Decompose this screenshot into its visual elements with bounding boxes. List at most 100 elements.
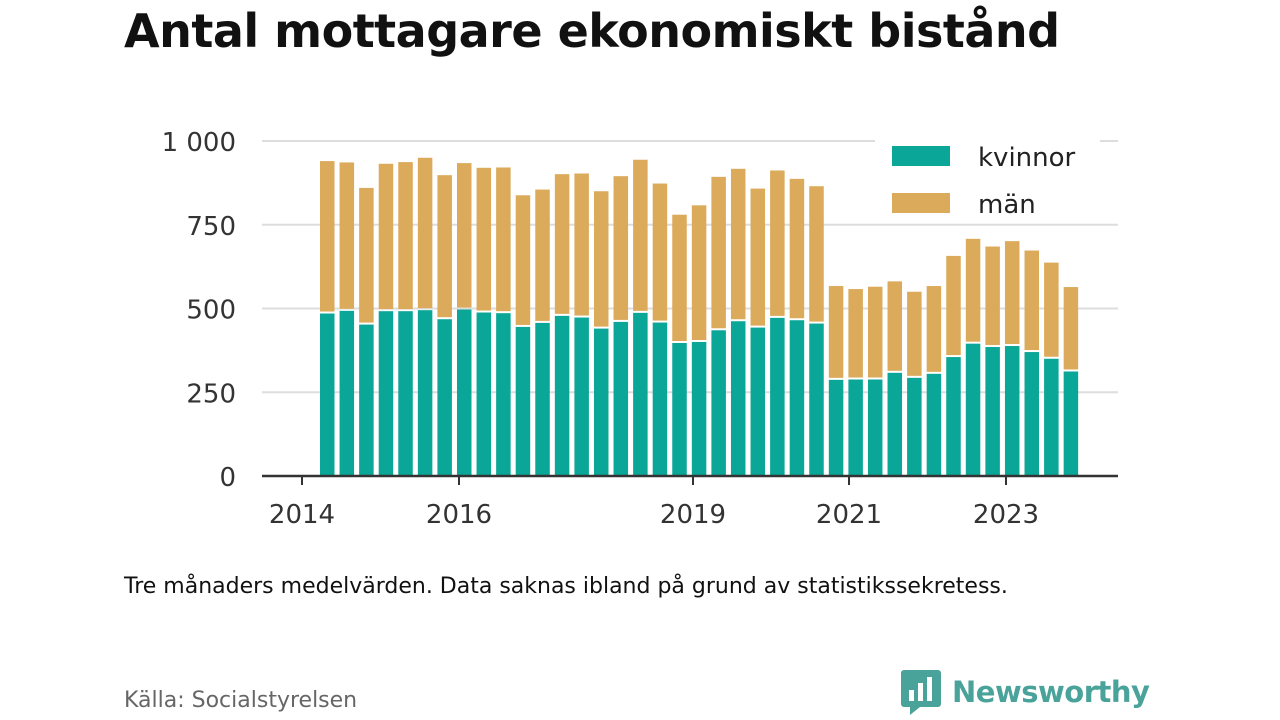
bar-man bbox=[965, 238, 981, 342]
bar-man bbox=[613, 176, 629, 320]
bar-kvinnor bbox=[828, 379, 844, 476]
stacked-bar-chart: 0 250 500 750 1 000 2014 2016 2019 2021 2023 kvi… bbox=[162, 128, 1118, 530]
bar-kvinnor bbox=[417, 310, 433, 476]
bar-kvinnor bbox=[750, 327, 766, 476]
bar-man bbox=[711, 176, 726, 329]
bar-man bbox=[946, 255, 961, 356]
bar-man bbox=[378, 163, 394, 310]
bar-kvinnor bbox=[965, 343, 981, 476]
bar-kvinnor bbox=[613, 321, 629, 476]
bar-kvinnor bbox=[496, 313, 511, 476]
bar-man bbox=[1024, 250, 1040, 351]
bar-kvinnor bbox=[1024, 352, 1040, 476]
bar-man bbox=[789, 178, 805, 319]
legend-label-kvinnor: kvinnor bbox=[978, 143, 1076, 173]
y-tick-label: 0 bbox=[219, 463, 236, 493]
bar-kvinnor bbox=[711, 330, 726, 476]
chart-title: Antal mottagare ekonomiskt bistånd bbox=[124, 4, 1060, 58]
bar-man bbox=[652, 183, 668, 321]
bar-man bbox=[809, 186, 824, 322]
bar-man bbox=[574, 173, 589, 316]
bar-man bbox=[730, 168, 746, 320]
bar-man bbox=[437, 175, 452, 318]
bar-man bbox=[867, 286, 883, 378]
bar-man bbox=[848, 289, 863, 378]
bar-man bbox=[476, 167, 492, 311]
y-tick-label: 250 bbox=[186, 379, 236, 409]
bar-kvinnor bbox=[926, 373, 942, 476]
bar-man bbox=[320, 161, 335, 312]
bar-man bbox=[1004, 241, 1020, 345]
bar-man bbox=[907, 291, 922, 376]
y-tick-label: 500 bbox=[186, 296, 236, 326]
bar-kvinnor bbox=[691, 342, 707, 476]
y-tick-label: 750 bbox=[186, 212, 236, 242]
bar-man bbox=[515, 195, 531, 325]
x-tick-label: 2021 bbox=[816, 500, 882, 530]
bar-kvinnor bbox=[574, 317, 589, 476]
bar-kvinnor bbox=[985, 347, 1000, 476]
legend-label-man: män bbox=[978, 190, 1036, 220]
bar-man bbox=[1063, 287, 1079, 370]
bar-man bbox=[926, 286, 942, 372]
x-axis: 2014 2016 2019 2021 2023 bbox=[262, 474, 1118, 530]
bar-kvinnor bbox=[1004, 346, 1020, 476]
y-axis-tick-labels: 0 250 500 750 1 000 bbox=[162, 128, 236, 493]
legend: kvinnor män bbox=[875, 128, 1100, 220]
bar-kvinnor bbox=[907, 377, 922, 476]
bar-kvinnor bbox=[730, 321, 746, 476]
bar-man bbox=[359, 187, 374, 323]
bar-kvinnor bbox=[809, 323, 824, 476]
logo-text: Newsworthy bbox=[952, 675, 1150, 709]
bar-man bbox=[672, 214, 687, 342]
bar-kvinnor bbox=[652, 322, 668, 476]
bar-man bbox=[750, 188, 766, 326]
bar-kvinnor bbox=[789, 320, 805, 476]
newsworthy-chart-icon bbox=[901, 670, 941, 715]
x-tick-label: 2014 bbox=[269, 500, 335, 530]
bar-kvinnor bbox=[320, 313, 335, 476]
x-tick-label: 2023 bbox=[973, 500, 1039, 530]
x-tick-label: 2019 bbox=[660, 500, 726, 530]
legend-swatch-kvinnor bbox=[892, 146, 950, 166]
bar-kvinnor bbox=[1044, 358, 1059, 476]
chart-note: Tre månaders medelvärden. Data saknas ib… bbox=[124, 574, 1008, 599]
bar-man bbox=[828, 286, 844, 378]
bar-man bbox=[417, 157, 433, 309]
bar-man bbox=[456, 163, 472, 308]
bar-man bbox=[398, 162, 413, 310]
bar-man bbox=[496, 167, 511, 312]
bar-kvinnor bbox=[339, 310, 355, 476]
bar-man bbox=[887, 281, 903, 371]
bar-kvinnor bbox=[887, 372, 903, 476]
bar-kvinnor bbox=[378, 311, 394, 476]
bar-kvinnor bbox=[456, 309, 472, 476]
bar-man bbox=[339, 162, 355, 309]
bar-man bbox=[633, 159, 648, 311]
bar-kvinnor bbox=[535, 322, 550, 476]
bar-kvinnor bbox=[515, 326, 531, 476]
bar-kvinnor bbox=[770, 317, 785, 476]
bar-kvinnor bbox=[593, 328, 609, 476]
bar-kvinnor bbox=[946, 357, 961, 476]
bar-man bbox=[985, 246, 1000, 346]
legend-swatch-man bbox=[892, 193, 950, 213]
bar-kvinnor bbox=[848, 379, 863, 476]
bars bbox=[320, 157, 1079, 476]
bar-man bbox=[593, 191, 609, 327]
bar-man bbox=[554, 174, 570, 314]
bar-man bbox=[1044, 262, 1059, 357]
bar-kvinnor bbox=[554, 315, 570, 476]
y-tick-label: 1 000 bbox=[162, 128, 236, 158]
bar-man bbox=[770, 170, 785, 316]
bar-man bbox=[691, 205, 707, 340]
source-credit: Källa: Socialstyrelsen bbox=[124, 688, 358, 713]
bar-man bbox=[535, 189, 550, 321]
bar-kvinnor bbox=[398, 311, 413, 476]
bar-kvinnor bbox=[437, 319, 452, 476]
bar-kvinnor bbox=[359, 324, 374, 476]
bar-kvinnor bbox=[1063, 371, 1079, 476]
bar-kvinnor bbox=[476, 312, 492, 476]
newsworthy-logo: Newsworthy bbox=[900, 668, 1150, 716]
bar-kvinnor bbox=[867, 379, 883, 476]
